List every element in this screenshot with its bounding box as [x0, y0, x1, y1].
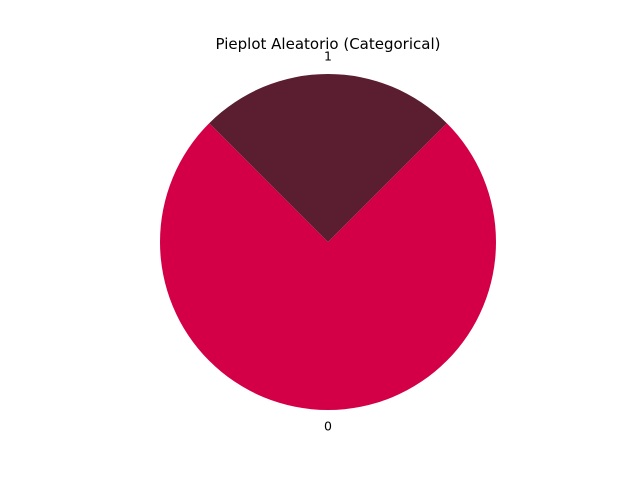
pie-slice-1 — [209, 74, 447, 242]
chart-title: Pieplot Aleatorio (Categorical) — [216, 35, 441, 53]
pie-label-0: 0 — [324, 418, 332, 433]
pie-slice-0 — [160, 123, 496, 410]
pie-label-1: 1 — [324, 49, 332, 64]
pie-slices — [160, 74, 496, 410]
pie-labels: 01 — [324, 49, 332, 434]
